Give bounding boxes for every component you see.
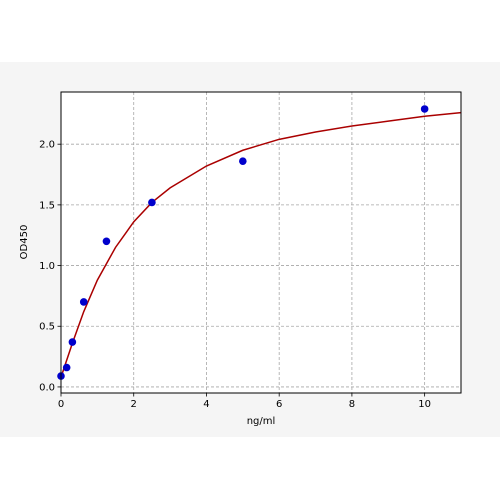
data-points-layer xyxy=(57,105,429,380)
y-tick-label: 0.0 xyxy=(39,382,55,393)
data-point xyxy=(68,338,77,346)
x-tick-label: 2 xyxy=(131,399,137,410)
y-tick-label: 2.0 xyxy=(39,140,55,151)
x-tick-label: 0 xyxy=(58,399,64,410)
fit-curve-layer xyxy=(60,111,462,378)
x-tick-label: 10 xyxy=(418,399,431,410)
ticks: 0 2 4 6 8 10 0.0 0.5 1.0 1.5 2.0 xyxy=(39,140,431,410)
data-point xyxy=(62,363,71,372)
fit-curve xyxy=(60,111,462,378)
x-tick-label: 8 xyxy=(349,399,355,410)
plot-frame xyxy=(60,91,462,394)
y-tick-label: 1.0 xyxy=(39,261,55,272)
plot-area xyxy=(60,91,462,394)
data-point xyxy=(420,105,429,113)
x-axis-label: ng/ml xyxy=(247,416,276,427)
grid xyxy=(60,92,461,393)
y-tick-label: 0.5 xyxy=(39,322,55,333)
data-point xyxy=(239,157,247,165)
x-tick-label: 4 xyxy=(203,399,209,410)
data-point xyxy=(148,198,156,207)
data-point xyxy=(79,298,88,306)
y-axis-label: OD450 xyxy=(19,225,30,260)
data-point xyxy=(102,237,111,246)
x-tick-label: 6 xyxy=(276,399,282,410)
y-tick-label: 1.5 xyxy=(39,200,55,211)
